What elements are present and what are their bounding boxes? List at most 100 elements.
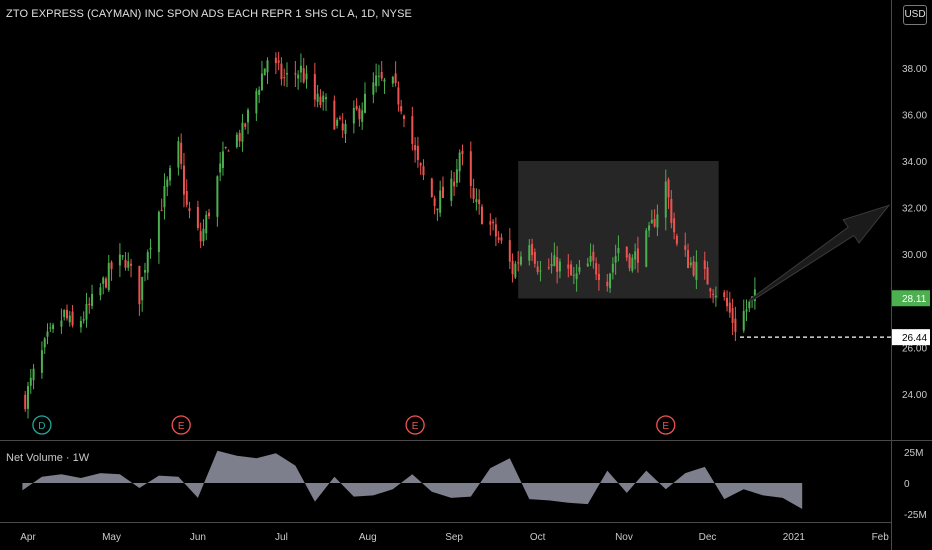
price-tick-label: 38.00	[902, 64, 927, 75]
earnings-marker[interactable]: E	[405, 415, 425, 435]
candle-body	[656, 214, 659, 228]
candle	[436, 208, 439, 221]
candle	[439, 180, 442, 217]
candle	[85, 292, 88, 328]
candle-body	[202, 228, 205, 242]
volume-tick-label: -25M	[904, 510, 927, 521]
trend-arrow	[748, 204, 891, 303]
level-price-tag	[892, 329, 930, 346]
candle	[199, 222, 202, 249]
candle	[469, 141, 472, 199]
candle-body	[358, 108, 361, 120]
candle	[208, 208, 211, 220]
candle-body	[363, 93, 366, 113]
candle-body	[687, 250, 690, 269]
candle	[107, 254, 110, 292]
candle	[570, 260, 573, 276]
candle	[394, 61, 397, 87]
candle-body	[650, 219, 653, 224]
candle	[742, 299, 745, 333]
candle	[714, 286, 717, 307]
candle	[247, 107, 250, 135]
candle	[375, 63, 378, 93]
candle	[283, 68, 286, 87]
candle	[104, 276, 107, 289]
currency-button[interactable]: USD	[903, 5, 927, 25]
candle	[416, 136, 419, 168]
earnings-marker[interactable]: E	[656, 415, 676, 435]
candle-body	[127, 261, 130, 268]
candle	[617, 235, 620, 262]
candle-body	[648, 225, 651, 231]
candle	[255, 88, 258, 122]
candle	[631, 254, 634, 273]
candle	[478, 189, 481, 215]
volume-tick-label: 0	[904, 479, 910, 490]
candle	[411, 106, 414, 151]
candle	[380, 60, 383, 82]
candle-body	[745, 309, 748, 312]
candle	[586, 257, 589, 267]
earnings-marker[interactable]: E	[171, 415, 191, 435]
candle	[24, 391, 27, 412]
candle-body	[244, 123, 247, 127]
candle	[43, 336, 46, 354]
time-tick-label: Jun	[190, 532, 206, 543]
candle-body	[511, 260, 514, 275]
candle	[550, 252, 553, 274]
candle	[141, 276, 144, 312]
candle	[60, 308, 63, 334]
candle	[91, 284, 94, 310]
candle	[49, 322, 52, 333]
candle	[500, 233, 503, 244]
dividend-marker[interactable]: D	[32, 415, 52, 435]
candle-body	[731, 308, 734, 323]
candle	[241, 114, 244, 152]
candle	[723, 289, 726, 301]
candle	[316, 84, 319, 108]
volume-indicator-title[interactable]: Net Volume · 1W	[6, 452, 90, 464]
candle-body	[216, 176, 219, 217]
event-circle	[405, 415, 425, 435]
candle	[377, 64, 380, 87]
candle-body	[263, 68, 266, 76]
candle-body	[319, 96, 322, 105]
candle-body	[614, 256, 617, 263]
candle	[32, 363, 35, 390]
candle	[121, 255, 124, 260]
candle-body	[723, 292, 726, 298]
candle	[157, 210, 160, 264]
candle	[628, 252, 631, 272]
candle	[567, 254, 570, 278]
candle-body	[238, 132, 241, 142]
event-label: E	[178, 421, 185, 432]
event-label: E	[662, 421, 669, 432]
candle	[745, 299, 748, 322]
candle-body	[302, 68, 305, 83]
candle-body	[572, 274, 575, 276]
candle	[68, 310, 71, 327]
candle-body	[283, 77, 286, 79]
candle	[422, 159, 425, 180]
candle	[475, 188, 478, 211]
candle-body	[344, 123, 347, 134]
candle-body	[634, 251, 637, 260]
candle	[297, 70, 300, 90]
candle-body	[241, 122, 244, 142]
event-circle	[171, 415, 191, 435]
candle-body	[99, 287, 102, 296]
candle	[52, 322, 55, 333]
candle	[185, 179, 188, 208]
candle	[673, 212, 676, 240]
candle-body	[575, 273, 578, 280]
candle	[709, 287, 712, 298]
candle	[453, 171, 456, 196]
candle	[219, 151, 222, 182]
candle	[263, 68, 266, 76]
candle	[130, 258, 133, 278]
candle-body	[149, 247, 152, 250]
candle-body	[110, 262, 113, 270]
candle-body	[355, 105, 358, 110]
candle-body	[748, 301, 751, 309]
